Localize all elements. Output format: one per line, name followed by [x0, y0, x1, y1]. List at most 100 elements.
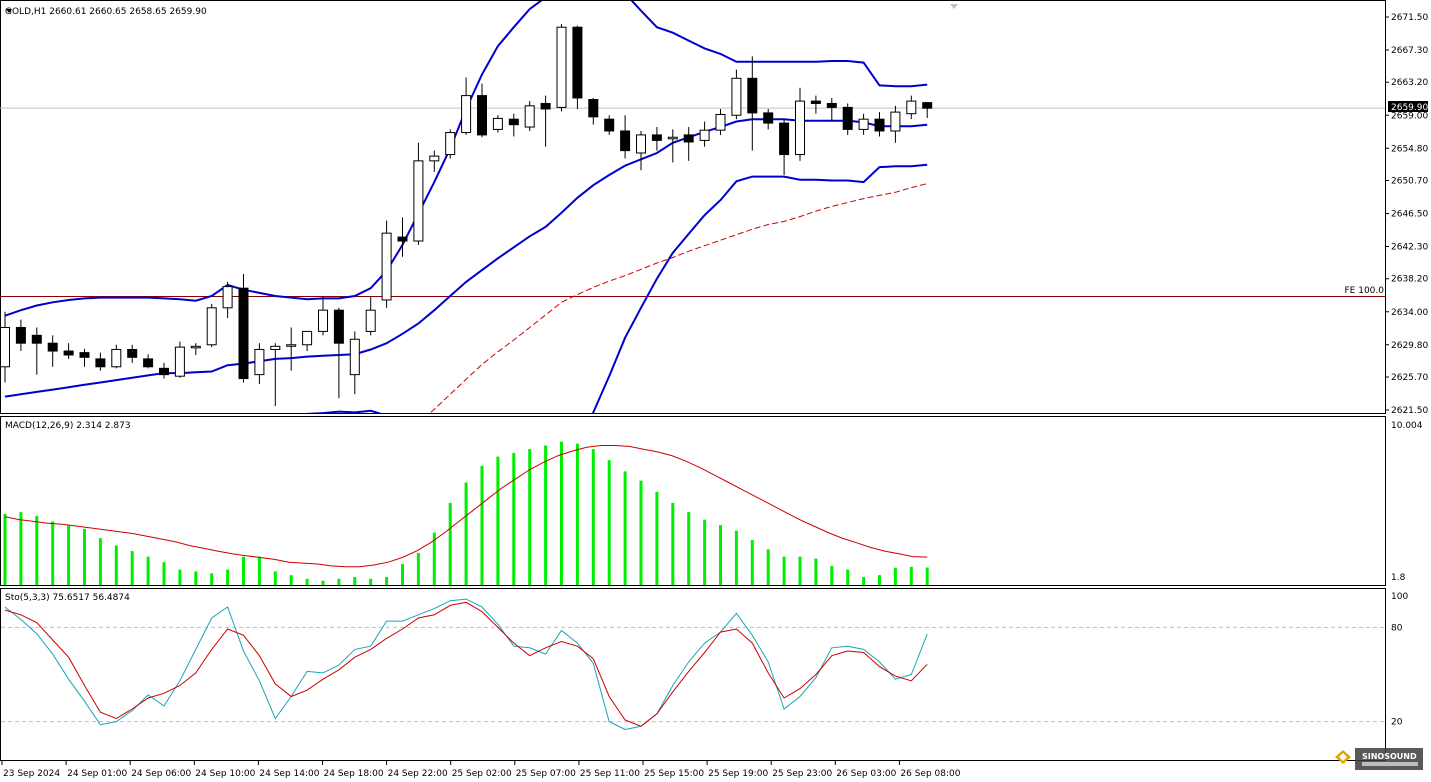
stochastic-header: Sto(5,3,3) 75.6517 56.4874: [5, 593, 130, 603]
current-price-label: 2659.90: [1391, 103, 1428, 113]
time-axis: 23 Sep 2024 24 Sep 01:00 24 Sep 06:00 24 Se…: [1, 761, 961, 779]
candle: [349, 331, 360, 395]
candle-body: [397, 236, 408, 242]
candle: [413, 142, 424, 245]
candle-body: [318, 309, 328, 332]
candle: [747, 56, 758, 151]
candle: [842, 103, 853, 135]
candle-body: [47, 342, 58, 352]
macd-tick-label: 10.004: [1391, 421, 1423, 431]
candle-body: [683, 134, 694, 143]
price-tick-label: 2642.30: [1391, 243, 1428, 253]
time-tick-label: 24 Sep 14:00: [259, 769, 319, 779]
time-tick-label: 25 Sep 23:00: [772, 769, 832, 779]
current-price-tag: 2659.90: [1388, 101, 1428, 113]
time-tick-label: 24 Sep 10:00: [195, 769, 255, 779]
candle-body: [826, 102, 837, 108]
candle: [254, 343, 265, 385]
candle-body: [556, 26, 567, 108]
candle: [127, 344, 138, 363]
candle: [15, 319, 26, 352]
candle: [636, 130, 646, 171]
macd-axis: 10.004 1.8: [1391, 421, 1423, 583]
candle-body: [651, 134, 662, 141]
macd-histogram: [3, 441, 929, 585]
candle-body: [413, 160, 424, 242]
candle-body: [381, 232, 392, 301]
sinosound-logo: SINOSOUND: [1335, 748, 1423, 770]
candle: [206, 303, 217, 348]
candle-body: [302, 330, 313, 346]
price-panel[interactable]: 2671.50 2667.30 2663.20 2659.00 2654.80 2650.…: [0, 0, 1428, 567]
candlesticks: [0, 24, 933, 407]
stochastic-tick-label: 20: [1391, 718, 1403, 728]
candle: [159, 362, 169, 379]
stochastic-axis: 100 80 20: [1391, 592, 1408, 728]
price-tick-label: 2654.80: [1391, 144, 1428, 154]
stochastic-panel[interactable]: 100 80 20 Sto(5,3,3) 75.6517 56.4874: [0, 588, 1409, 761]
candle-body: [222, 286, 233, 309]
price-tick-label: 2659.00: [1391, 111, 1428, 121]
time-tick-label: 26 Sep 08:00: [900, 769, 960, 779]
collapse-arrow-icon[interactable]: [6, 9, 12, 13]
price-axis: 2671.50 2667.30 2663.20 2659.00 2654.80 2650.…: [1385, 13, 1428, 416]
candle-body: [842, 106, 853, 130]
candle-body: [508, 118, 519, 126]
time-tick-label: 25 Sep 02:00: [452, 769, 512, 779]
candle: [381, 220, 392, 308]
fe-label: FE 100.0: [1345, 286, 1385, 296]
candle-body: [333, 309, 344, 344]
candle: [365, 296, 376, 336]
candle-body: [874, 118, 885, 132]
candle: [731, 69, 742, 120]
candle: [890, 105, 901, 143]
stochastic-signal-line: [4, 601, 928, 727]
candle: [699, 121, 710, 147]
candle: [174, 341, 185, 378]
candle-body: [111, 348, 122, 368]
candle-body: [349, 338, 360, 376]
candle: [79, 348, 90, 367]
candle-body: [477, 95, 487, 136]
time-tick-label: 24 Sep 01:00: [67, 769, 127, 779]
candle-body: [779, 122, 790, 156]
candle: [95, 352, 106, 371]
candle: [286, 327, 297, 371]
candle: [0, 311, 10, 383]
candle: [588, 97, 599, 125]
time-tick-label: 24 Sep 06:00: [131, 769, 191, 779]
candle: [270, 343, 281, 407]
price-panel-frame: [0, 0, 1386, 414]
macd-panel[interactable]: 10.004 1.8 MACD(12,26,9) 2.314 2.873: [0, 416, 1423, 586]
candle: [604, 115, 615, 135]
time-tick-label: 25 Sep 07:00: [516, 769, 576, 779]
candle-body: [922, 102, 933, 109]
bollinger-middle: [4, 118, 928, 398]
candle-body: [206, 307, 217, 346]
price-tick-label: 2638.20: [1391, 275, 1428, 285]
macd-header: MACD(12,26,9) 2.314 2.873: [5, 421, 131, 431]
candle: [524, 101, 535, 131]
ma-line: [429, 183, 928, 413]
candle-body: [127, 348, 138, 358]
candle-body: [540, 102, 551, 110]
time-tick-label: 25 Sep 11:00: [580, 769, 640, 779]
macd-panel-frame: [0, 416, 1386, 586]
bollinger-lower: [306, 163, 928, 413]
candle: [715, 108, 726, 135]
candle: [922, 102, 933, 119]
scroll-marker-icon[interactable]: [950, 4, 958, 9]
candle: [540, 95, 551, 147]
candle: [333, 307, 344, 399]
stochastic-lines: [4, 598, 928, 731]
candle: [874, 112, 885, 137]
candle: [683, 127, 694, 161]
candle-body: [461, 95, 472, 134]
candle-body: [604, 118, 615, 132]
candle: [318, 296, 328, 336]
candle-body: [620, 130, 631, 152]
candle-body: [15, 326, 26, 344]
time-tick-label: 24 Sep 22:00: [388, 769, 448, 779]
candle-body: [667, 136, 678, 140]
